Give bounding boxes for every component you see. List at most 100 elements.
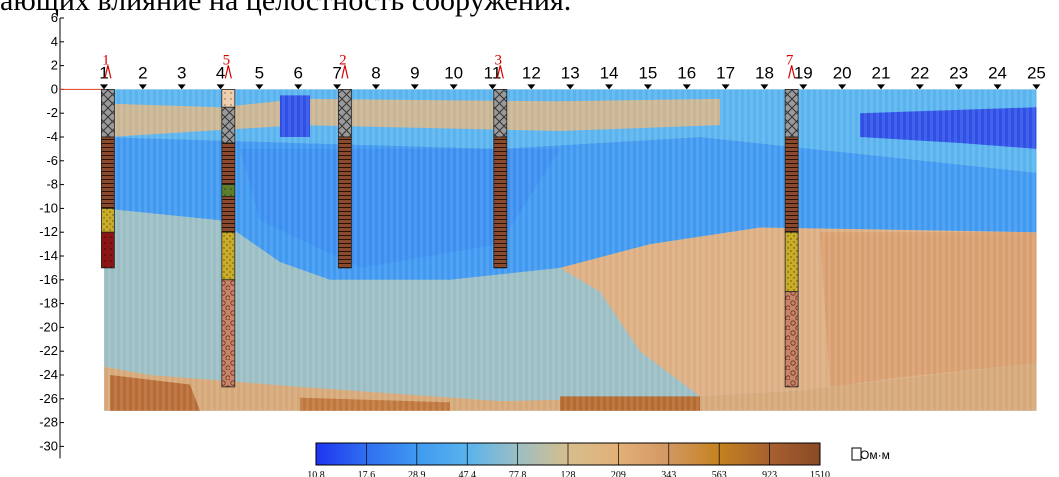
station-marker — [449, 84, 458, 90]
station-label: 20 — [833, 63, 852, 82]
depth-tick-label: -2 — [46, 105, 58, 120]
section-stripe-texture — [104, 89, 1037, 411]
color-scale-unit: Ом·м — [860, 448, 890, 462]
station-marker — [410, 84, 419, 90]
borehole-layer-loam — [221, 196, 236, 233]
depth-tick-label: -24 — [39, 367, 58, 382]
depth-tick-label: -30 — [39, 438, 58, 453]
borehole-layer-loam — [100, 136, 115, 209]
borehole-layer-loam — [784, 136, 799, 233]
depth-tick-label: 6 — [51, 10, 58, 25]
depth-axis: 6 4 2 0 -2 -4 -6 -8 -10 -12 -14 -16 -18 -20 -22 -24 -26 -… — [39, 10, 104, 459]
station-marker — [760, 84, 769, 90]
borehole-layer-gravel — [784, 291, 799, 388]
borehole-label: 2 — [339, 52, 347, 68]
station-marker — [799, 84, 808, 90]
borehole-1: 1 — [100, 52, 115, 269]
color-scale-label: 923 — [762, 470, 777, 477]
station-marker — [877, 84, 885, 90]
station-label: 6 — [294, 63, 303, 82]
borehole-5: 5 — [221, 52, 236, 388]
borehole-layer-fill — [784, 89, 799, 138]
depth-tick-label: 2 — [51, 58, 58, 73]
station-marker — [177, 84, 186, 90]
color-scale-label: 563 — [712, 470, 727, 477]
borehole-marker — [341, 65, 349, 79]
color-scale-label: 343 — [661, 470, 676, 477]
station-label: 15 — [638, 63, 657, 82]
depth-tick-label: -12 — [39, 224, 58, 239]
station-label: 7 — [332, 63, 341, 82]
borehole-label: 1 — [102, 52, 110, 68]
depth-tick-label: 4 — [51, 34, 58, 49]
borehole-2: 2 — [337, 52, 352, 269]
station-marker — [488, 84, 497, 90]
station-label: 23 — [949, 63, 968, 82]
borehole-layer-fill — [337, 89, 352, 138]
station-marker — [333, 84, 342, 90]
station-marker — [100, 84, 108, 90]
depth-tick-label: -8 — [46, 177, 58, 192]
station-marker — [721, 84, 730, 90]
station-marker — [371, 84, 380, 90]
color-scale-label: 128 — [561, 470, 576, 477]
borehole-layer-sand — [100, 207, 115, 233]
station-marker — [605, 84, 614, 90]
depth-tick-label: -20 — [39, 319, 58, 334]
color-scale: 10.8 17.6 28.9 47.4 77.8 128 209 343 563 923 1510 О… — [307, 442, 890, 477]
borehole-marker — [224, 65, 232, 79]
borehole-layer-fill — [493, 89, 508, 138]
station-marker — [294, 84, 303, 90]
depth-tick-label: -6 — [46, 153, 58, 168]
station-label: 10 — [444, 63, 463, 82]
station-label: 14 — [600, 63, 619, 82]
station-label: 21 — [872, 63, 891, 82]
borehole-layer-loam — [221, 142, 236, 185]
station-markers: 1 2 3 4 5 6 7 8 9 10 11 12 13 14 15 16 17 18 19 20 21 22 23 24 2… — [99, 63, 1046, 90]
station-label: 8 — [371, 63, 380, 82]
borehole-layer-sand — [221, 231, 236, 281]
borehole-label: 5 — [223, 52, 231, 68]
caption: ающих влияние на целостность сооружения. — [0, 0, 572, 17]
station-label: 12 — [522, 63, 541, 82]
depth-tick-label: -4 — [46, 129, 58, 144]
borehole-3: 3 — [493, 52, 508, 269]
color-scale-label: 209 — [611, 470, 626, 477]
station-label: 22 — [910, 63, 929, 82]
station-marker — [566, 84, 575, 90]
borehole-layer-clay — [100, 231, 115, 269]
borehole-layer-soil — [221, 89, 236, 108]
station-label: 3 — [177, 63, 186, 82]
station-marker — [993, 84, 1002, 90]
borehole-layer-loam — [493, 136, 508, 269]
station-label: 18 — [755, 63, 774, 82]
borehole-layer-sand — [784, 231, 799, 293]
color-scale-label: 28.9 — [408, 470, 426, 477]
station-marker — [1032, 84, 1041, 90]
borehole-layer-fill — [100, 89, 115, 138]
station-marker — [954, 84, 963, 90]
borehole-label: 3 — [495, 52, 503, 68]
station-label: 13 — [561, 63, 580, 82]
depth-tick-label: -18 — [39, 296, 58, 311]
borehole-marker — [788, 65, 796, 79]
station-label: 25 — [1027, 63, 1046, 82]
station-label: 16 — [677, 63, 696, 82]
station-label: 17 — [716, 63, 735, 82]
depth-tick-label: -16 — [39, 272, 58, 287]
station-label: 9 — [410, 63, 419, 82]
station-marker — [643, 84, 652, 90]
color-scale-label: 1510 — [810, 470, 830, 477]
borehole-layer-green — [221, 184, 236, 197]
station-marker — [527, 84, 536, 90]
station-label: 4 — [216, 63, 225, 82]
stripe-overlay — [104, 89, 1037, 411]
unit-box-icon — [851, 447, 862, 461]
station-label: 2 — [138, 63, 147, 82]
station-marker — [138, 84, 147, 90]
depth-tick-label: 0 — [51, 81, 58, 96]
borehole-marker — [496, 65, 504, 79]
borehole-layer-loam — [337, 136, 352, 269]
